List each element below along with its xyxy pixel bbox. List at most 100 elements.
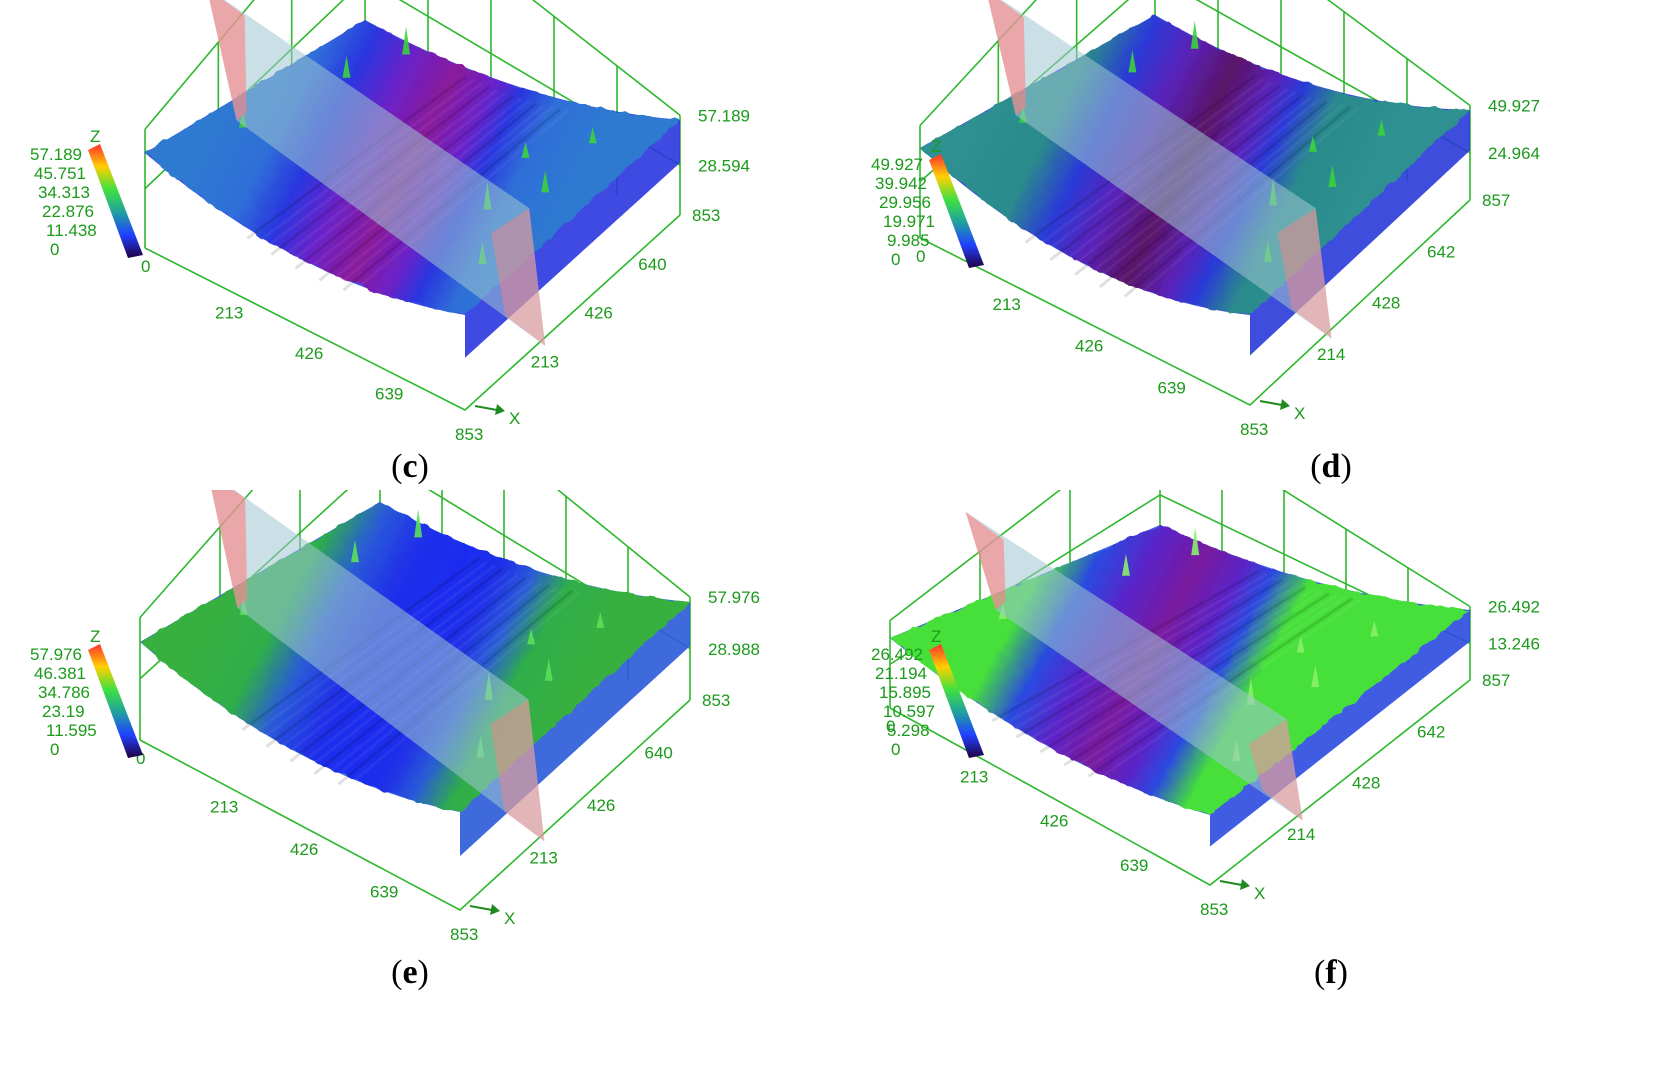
- tick-labels: 0 213 426 639 853 X 853 640 426 213 57.189 28.594: [141, 106, 750, 444]
- tick-labels: 0 213 426 639 853 X 853 640 426 213 57.976 28.988: [136, 588, 760, 944]
- x-tick-label: 853: [1240, 420, 1268, 439]
- y-tick-label: 853: [702, 691, 730, 710]
- x-tick-label: 426: [1075, 337, 1103, 356]
- legend-tick-label: 45.751: [34, 164, 86, 183]
- legend-tick-label: 39.942: [875, 174, 927, 193]
- surface-plot-c: 0213426639853X85364042621357.18928.594Z5…: [30, 0, 750, 444]
- tick-labels: 0 213 426 639 853 X 857 642 428 214 26.492 13.246: [886, 598, 1540, 920]
- legend-tick-label: 22.876: [42, 202, 94, 221]
- surface-plot-f: 0213426639853X85764242821426.49213.246Z2…: [871, 490, 1540, 920]
- x-tick-label: 639: [375, 385, 403, 404]
- x-tick-label: 0: [136, 749, 145, 768]
- legend-tick-label: 29.956: [879, 193, 931, 212]
- z-tick-label: 24.964: [1488, 144, 1540, 163]
- legend-tick-label: 0: [891, 250, 900, 269]
- tick-labels: 0 213 426 639 853 X 857 642 428 214 49.927 24.964: [916, 97, 1540, 440]
- legend-tick-label: 0: [50, 740, 59, 759]
- x-axis-arrowhead: [1240, 879, 1250, 890]
- legend-tick-label: 15.895: [879, 683, 931, 702]
- y-tick-label: 214: [1287, 825, 1315, 844]
- legend-tick-label: 34.786: [38, 683, 90, 702]
- y-tick-label: 640: [645, 744, 673, 763]
- z-tick-label: 26.492: [1488, 598, 1540, 617]
- section-plane: [209, 0, 546, 346]
- x-axis-label: X: [1294, 404, 1305, 423]
- x-tick-label: 639: [370, 883, 398, 902]
- y-tick-label: 857: [1482, 191, 1510, 210]
- y-tick-label: 642: [1417, 722, 1445, 741]
- x-axis-label: X: [504, 909, 515, 928]
- x-axis-arrow: [1219, 880, 1243, 886]
- surface-plot-d: 0213426639853X85764242821449.92724.964Z4…: [871, 0, 1540, 440]
- surface-plot-e: 0213426639853X85364042621357.97628.988Z5…: [30, 490, 760, 944]
- y-tick-label: 426: [585, 304, 613, 323]
- x-tick-label: 0: [916, 247, 925, 266]
- y-tick-label: 213: [530, 849, 558, 868]
- x-tick-label: 639: [1158, 378, 1186, 397]
- z-tick-label: 49.927: [1488, 97, 1540, 116]
- legend-tick-label: 5.298: [887, 721, 930, 740]
- x-tick-label: 213: [960, 767, 988, 786]
- z-tick-label: 13.246: [1488, 635, 1540, 654]
- x-tick-label: 213: [993, 295, 1021, 314]
- x-axis-arrowhead: [495, 404, 505, 415]
- caption-c: (c): [391, 448, 429, 485]
- legend-tick-label: 46.381: [34, 664, 86, 683]
- caption-f: (f): [1314, 954, 1348, 991]
- legend-tick-label: 57.976: [30, 645, 82, 664]
- x-axis-label: X: [509, 409, 520, 428]
- caption-d: (d): [1310, 448, 1352, 485]
- legend-tick-label: 19.971: [883, 212, 935, 231]
- x-axis-arrow: [469, 905, 493, 911]
- z-tick-label: 28.988: [708, 640, 760, 659]
- x-tick-label: 213: [215, 304, 243, 323]
- panel-c: 0 213 426 639 853 X 853 640 426 213 57.189 28.594 Z 5…: [0, 0, 840, 544]
- y-tick-label: 857: [1482, 671, 1510, 690]
- y-tick-label: 213: [531, 352, 559, 371]
- y-tick-label: 853: [692, 206, 720, 225]
- section-plane: [211, 490, 545, 842]
- panel-d: 0 213 426 639 853 X 857 642 428 214 49.927 24.964 Z 4…: [839, 0, 1679, 544]
- x-tick-label: 853: [455, 425, 483, 444]
- z-tick-label: 57.189: [698, 106, 750, 125]
- y-tick-label: 642: [1427, 242, 1455, 261]
- legend-axis-label: Z: [931, 627, 941, 646]
- legend-tick-label: 0: [891, 740, 900, 759]
- x-axis-arrowhead: [1280, 399, 1290, 410]
- x-tick-label: 853: [1200, 900, 1228, 919]
- legend-axis-label: Z: [90, 627, 100, 646]
- x-tick-label: 426: [295, 344, 323, 363]
- x-axis-arrowhead: [490, 904, 500, 915]
- y-tick-label: 426: [587, 796, 615, 815]
- legend-tick-label: 9.985: [887, 231, 930, 250]
- x-tick-label: 853: [450, 925, 478, 944]
- y-tick-label: 428: [1352, 774, 1380, 793]
- x-tick-label: 426: [1040, 812, 1068, 831]
- y-tick-label: 214: [1317, 345, 1345, 364]
- legend-axis-label: Z: [931, 137, 941, 156]
- x-axis-label: X: [1254, 884, 1265, 903]
- legend-tick-label: 57.189: [30, 145, 82, 164]
- legend-axis-label: Z: [90, 127, 100, 146]
- x-tick-label: 639: [1120, 856, 1148, 875]
- z-tick-label: 28.594: [698, 157, 750, 176]
- caption-e: (e): [391, 954, 429, 991]
- x-axis-arrow: [1259, 400, 1283, 406]
- z-tick-label: 57.976: [708, 588, 760, 607]
- panel-e: 0 213 426 639 853 X 853 640 426 213 57.976 28.988 Z 5…: [0, 490, 840, 1034]
- x-tick-label: 0: [886, 717, 895, 736]
- x-axis-arrow: [474, 405, 498, 411]
- section-plane: [965, 511, 1303, 821]
- legend-tick-label: 34.313: [38, 183, 90, 202]
- panel-f: 0 213 426 639 853 X 857 642 428 214 26.492 13.246 Z 2…: [839, 490, 1679, 1034]
- x-tick-label: 213: [210, 798, 238, 817]
- legend-tick-label: 0: [50, 240, 59, 259]
- x-tick-label: 0: [141, 257, 150, 276]
- legend-tick-label: 26.492: [871, 645, 923, 664]
- legend-tick-label: 21.194: [875, 664, 927, 683]
- legend-tick-label: 10.597: [883, 702, 935, 721]
